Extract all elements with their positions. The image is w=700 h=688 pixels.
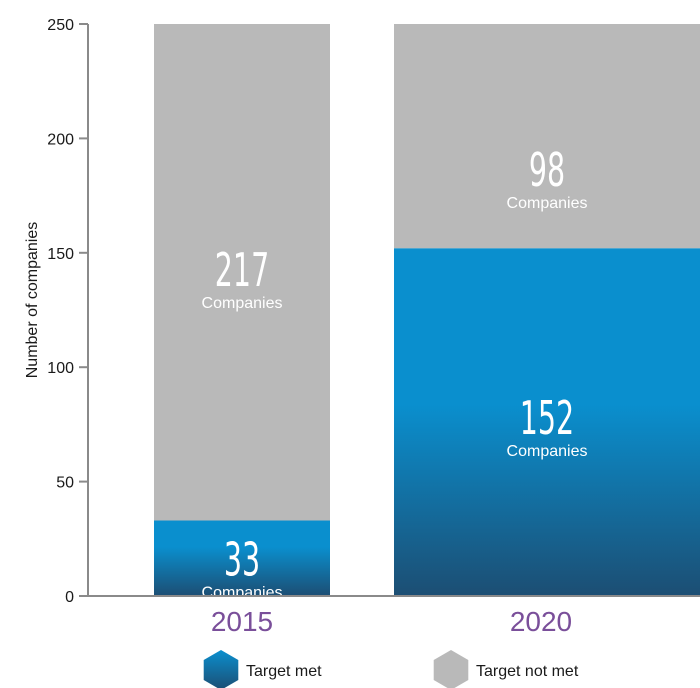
- y-tick-label: 250: [47, 17, 74, 34]
- legend-label: Target not met: [476, 663, 579, 680]
- bar-segment-2015-target-not-met: [154, 24, 330, 521]
- legend: Target met Target not met: [203, 650, 579, 688]
- data-label-unit: Companies: [507, 195, 588, 212]
- x-category-label: 2020: [510, 606, 572, 637]
- legend-hexagon-marker: [433, 650, 469, 688]
- bars: [154, 24, 700, 596]
- bar-segment-2020-target-not-met: [394, 24, 700, 249]
- y-axis: 0 50 100 150 200 250 Number of companies: [24, 17, 89, 606]
- legend-hexagon-marker: [203, 650, 239, 688]
- data-label-value: 217: [215, 244, 269, 298]
- bar-segment-2020-target-met: [394, 248, 700, 596]
- data-label-value: 33: [224, 533, 260, 587]
- bar-labels: 33Companies217Companies152Companies98Com…: [202, 144, 588, 602]
- y-tick-label: 150: [47, 246, 74, 263]
- bar-segment-2015-target-met: [154, 520, 330, 596]
- y-tick-label: 0: [65, 589, 74, 606]
- x-axis: 2015 2020: [88, 595, 700, 637]
- x-category-label: 2015: [211, 606, 273, 637]
- data-label-unit: Companies: [202, 584, 283, 601]
- data-label-value: 152: [520, 392, 574, 446]
- data-label-unit: Companies: [507, 443, 588, 460]
- y-tick-label: 100: [47, 360, 74, 377]
- data-label-value: 98: [529, 144, 565, 198]
- y-tick-label: 50: [56, 475, 74, 492]
- y-axis-title: Number of companies: [24, 222, 41, 379]
- y-tick-label: 200: [47, 131, 74, 148]
- legend-label: Target met: [246, 663, 322, 680]
- data-label-unit: Companies: [202, 295, 283, 312]
